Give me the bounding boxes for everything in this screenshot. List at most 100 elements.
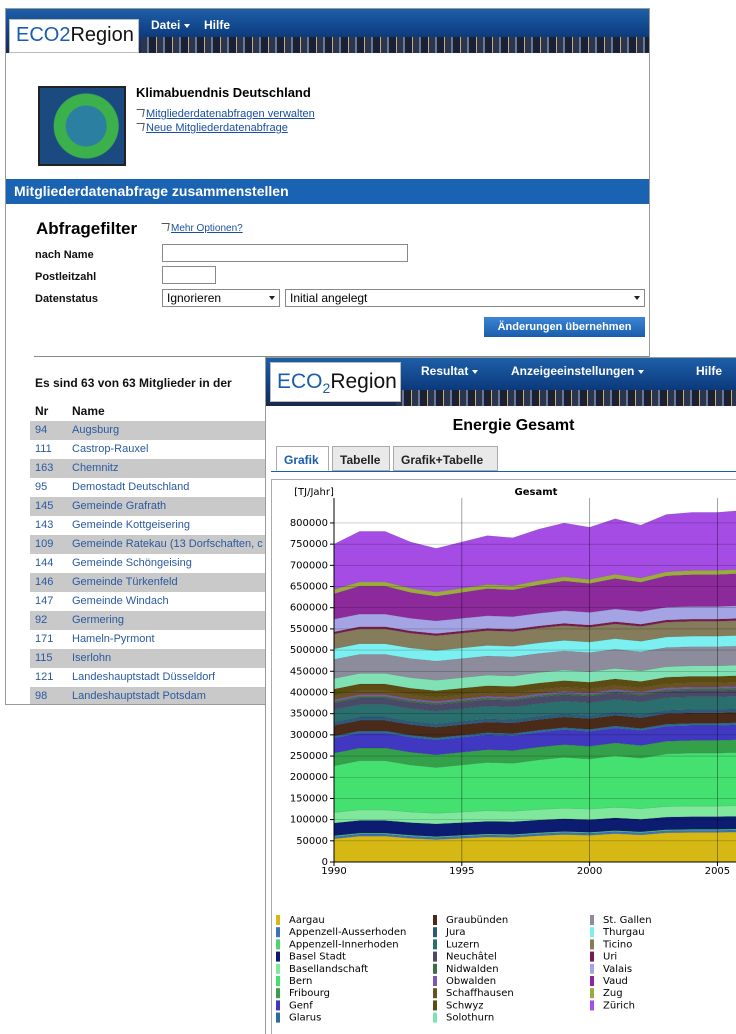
table-cell: 98 [35, 690, 47, 702]
legend-label: Glarus [289, 1013, 321, 1024]
legend-label: Valais [603, 964, 632, 975]
table-cell: 115 [35, 652, 53, 664]
link-text: Mehr Optionen? [171, 223, 243, 234]
legend-label: Genf [289, 1000, 313, 1011]
legend-label: Bern [289, 976, 312, 987]
org-name: Klimabuendnis Deutschland [136, 85, 311, 100]
legend-label: Nidwalden [446, 964, 499, 975]
apply-button[interactable]: Änderungen übernehmen [484, 317, 645, 337]
table-cell: 171 [35, 633, 53, 645]
legend-label: Vaud [603, 976, 628, 987]
legend-label: Uri [603, 952, 617, 963]
legend-swatch [433, 927, 437, 937]
legend-label: Aargau [289, 915, 325, 926]
table-cell: Gemeinde Ratekau (13 Dorfschaften, c [72, 538, 263, 550]
y-tick-label: 600000 [290, 603, 328, 614]
legend-label: St. Gallen [603, 915, 652, 926]
legend-swatch [276, 939, 280, 949]
legend-swatch [276, 927, 280, 937]
legend-swatch [590, 915, 594, 925]
table-cell: 109 [35, 538, 53, 550]
y-tick-label: 300000 [290, 730, 328, 741]
legend-label: Appenzell-Innerhoden [289, 939, 399, 950]
logo: ECO2Region [9, 19, 139, 53]
table-cell: Chemnitz [72, 462, 118, 474]
table-header: Nr [35, 404, 48, 418]
chart-title: Gesamt [515, 487, 558, 498]
select[interactable]: Initial angelegt [285, 289, 645, 307]
link-icon [135, 123, 144, 131]
x-tick-label: 1995 [449, 866, 474, 877]
y-axis-label: [TJ/Jahr] [294, 487, 334, 498]
menu-item[interactable]: Hilfe [204, 18, 230, 32]
y-tick-label: 200000 [290, 772, 328, 783]
plz-input[interactable] [162, 266, 216, 284]
legend-swatch [433, 952, 437, 962]
y-tick-label: 450000 [290, 666, 328, 677]
legend-swatch [276, 1013, 280, 1023]
legend-swatch [276, 915, 280, 925]
legend-swatch [590, 952, 594, 962]
table-cell: Germering [72, 614, 124, 626]
filter-title: Abfragefilter [36, 219, 137, 239]
legend-label: Fribourg [289, 988, 330, 999]
x-tick-label: 1990 [321, 866, 346, 877]
legend-swatch [590, 927, 594, 937]
legend-swatch [590, 939, 594, 949]
table-cell: Demostadt Deutschland [72, 481, 189, 493]
table-cell: Gemeinde Türkenfeld [72, 576, 178, 588]
link[interactable]: Neue Mitgliederdatenabfrage [136, 122, 288, 134]
y-tick-label: 350000 [290, 709, 328, 720]
link[interactable]: Mitgliederdatenabfragen verwalten [136, 108, 315, 120]
table-cell: 95 [35, 481, 47, 493]
y-tick-label: 550000 [290, 624, 328, 635]
legend-label: Basellandschaft [289, 964, 368, 975]
link[interactable]: Mehr Optionen? [161, 223, 243, 234]
table-cell: 121 [35, 671, 53, 683]
legend-swatch [590, 964, 594, 974]
x-tick-label: 2005 [705, 866, 730, 877]
legend-label: Thurgau [602, 927, 645, 938]
legend-label: Luzern [446, 939, 479, 950]
link-text: Neue Mitgliederdatenabfrage [146, 122, 288, 134]
table-cell: Gemeinde Windach [72, 595, 169, 607]
legend-swatch [433, 1000, 437, 1010]
page: ECO2Region Datei Hilfe Klimabuendnis Deu… [0, 0, 736, 1034]
result-window: ECO2Region Resultat Anzeigeeinstellungen… [265, 357, 736, 1034]
legend-label: Graubünden [446, 915, 508, 926]
menu-label: Datei [151, 18, 180, 32]
plot [334, 498, 736, 862]
legend-swatch [276, 1000, 280, 1010]
legend-swatch [433, 1013, 437, 1023]
legend-swatch [433, 976, 437, 986]
link-text: Mitgliederdatenabfragen verwalten [146, 108, 315, 120]
legend-swatch [276, 964, 280, 974]
menu-item[interactable]: Datei [151, 18, 190, 32]
org-logo [38, 86, 126, 166]
name-input[interactable] [162, 244, 408, 262]
table-cell: 94 [35, 424, 47, 436]
logo-text: ECO2 [16, 24, 70, 46]
legend-label: Schaffhausen [446, 988, 514, 999]
legend-swatch [433, 988, 437, 998]
table-cell: Augsburg [72, 424, 119, 436]
table-cell: Hameln-Pyrmont [72, 633, 155, 645]
legend-label: Schwyz [446, 1000, 484, 1011]
section-bar: Mitgliederdatenabfrage zusammenstellen [6, 179, 649, 204]
y-tick-label: 800000 [290, 518, 328, 529]
field-label: nach Name [35, 249, 94, 261]
legend-swatch [590, 1000, 594, 1010]
legend-label: Obwalden [446, 976, 496, 987]
field-label: Datenstatus [35, 293, 98, 305]
dropdown-arrow [184, 24, 190, 28]
select-value: Initial angelegt [290, 291, 367, 305]
table-header: Name [72, 404, 105, 418]
legend-swatch [433, 964, 437, 974]
y-tick-label: 700000 [290, 560, 328, 571]
y-tick-label: 50000 [296, 836, 328, 847]
select[interactable]: Ignorieren [162, 289, 280, 307]
table-cell: Gemeinde Kottgeisering [72, 519, 190, 531]
legend-label: Zug [603, 988, 623, 999]
legend-label: Neuchâtel [446, 951, 497, 963]
table-cell: Gemeinde Grafrath [72, 500, 166, 512]
